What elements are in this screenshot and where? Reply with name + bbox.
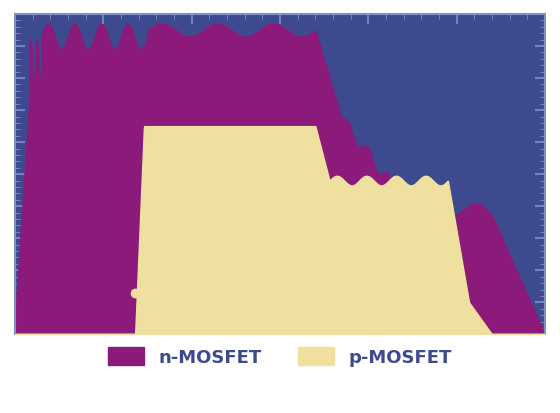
Legend: n-MOSFET, p-MOSFET: n-MOSFET, p-MOSFET [101, 340, 459, 373]
